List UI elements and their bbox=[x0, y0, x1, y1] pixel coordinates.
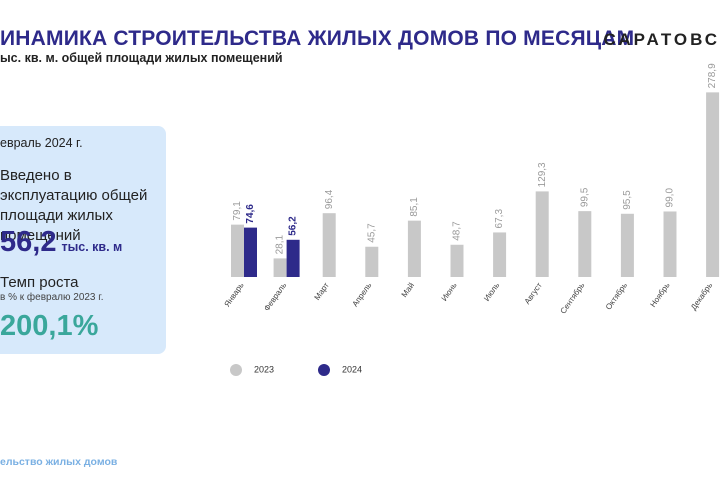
data-label-2023-12: 278,9 bbox=[707, 63, 718, 88]
bar-2023-2 bbox=[273, 258, 287, 277]
legend-swatch-2023 bbox=[230, 364, 242, 376]
growth-value: 200,1% bbox=[0, 310, 99, 342]
legend-swatch-2024 bbox=[318, 364, 330, 376]
x-tick-label-9: Сентябрь bbox=[559, 281, 587, 316]
growth-label: Темп роста bbox=[0, 274, 79, 291]
data-label-2023-6: 48,7 bbox=[452, 221, 463, 241]
growth-note: в % к февралю 2023 г. bbox=[0, 292, 104, 303]
bar-2024-2 bbox=[286, 239, 300, 277]
legend-item-2023[interactable]: 2023 bbox=[230, 364, 274, 376]
bar-2023-12 bbox=[706, 92, 720, 278]
data-label-2023-11: 99,0 bbox=[665, 188, 676, 208]
bar-2023-4 bbox=[365, 246, 379, 277]
page-subtitle: ыс. кв. м. общей площади жилых помещений bbox=[0, 51, 283, 65]
data-label-2023-7: 67,3 bbox=[494, 209, 505, 229]
bar-2023-8 bbox=[535, 191, 549, 277]
data-label-2024-2: 56,2 bbox=[288, 216, 299, 236]
bar-2023-1 bbox=[231, 224, 244, 277]
x-tick-label-5: Май bbox=[400, 281, 416, 299]
x-tick-label-8: Август bbox=[523, 281, 544, 306]
bar-2023-11 bbox=[663, 211, 677, 277]
data-label-2023-9: 99,5 bbox=[579, 187, 590, 207]
summary-card: евраль 2024 г. Введено в эксплуатацию об… bbox=[0, 126, 166, 354]
card-value: 56,2 bbox=[0, 226, 57, 258]
x-tick-label-4: Апрель bbox=[350, 281, 373, 308]
bar-2024-1 bbox=[244, 227, 257, 277]
card-unit: тыс. кв. м bbox=[61, 240, 123, 254]
page-title: ИНАМИКА СТРОИТЕЛЬСТВА ЖИЛЫХ ДОМОВ ПО МЕС… bbox=[0, 27, 635, 50]
brand-logo-text: САРАТОВС bbox=[603, 30, 720, 49]
card-value-row: 56,2 тыс. кв. м bbox=[0, 226, 122, 259]
data-label-2023-8: 129,3 bbox=[537, 162, 548, 187]
legend-label-2024: 2024 bbox=[342, 364, 363, 375]
card-description: Введено в эксплуатацию общей площади жил… bbox=[0, 167, 148, 244]
x-tick-label-1: Январь bbox=[223, 281, 246, 309]
data-label-2023-1: 79,1 bbox=[232, 201, 243, 221]
data-label-2023-5: 85,1 bbox=[409, 197, 420, 217]
bar-2023-5 bbox=[407, 220, 421, 277]
footer-caption: ельство жилых домов bbox=[0, 456, 118, 468]
bar-2023-3 bbox=[322, 213, 336, 277]
data-label-2024-1: 74,6 bbox=[245, 204, 256, 224]
legend-label-2023: 2023 bbox=[254, 364, 275, 375]
card-period: евраль 2024 г. bbox=[0, 136, 83, 150]
data-label-2023-4: 45,7 bbox=[366, 223, 377, 243]
data-label-2023-10: 95,5 bbox=[622, 190, 633, 210]
bar-2023-10 bbox=[620, 213, 634, 277]
bar-2023-6 bbox=[450, 244, 464, 277]
x-tick-label-11: Ноябрь bbox=[648, 281, 671, 309]
data-label-2023-3: 96,4 bbox=[324, 189, 335, 209]
x-tick-label-10: Октябрь bbox=[604, 281, 629, 312]
data-label-2023-2: 28,1 bbox=[275, 234, 286, 254]
legend-item-2024[interactable]: 2024 bbox=[318, 364, 362, 376]
bar-2023-9 bbox=[578, 211, 592, 277]
bar-chart: 79,1 74,6 Январь 28,156,2 Февраль 96,4 Март 45,… bbox=[223, 63, 720, 316]
x-tick-label-6: Июнь bbox=[440, 281, 459, 303]
x-tick-label-3: Март bbox=[312, 281, 331, 302]
bar-2023-7 bbox=[493, 232, 507, 277]
x-tick-label-2: Февраль bbox=[262, 281, 288, 313]
x-tick-label-7: Июль bbox=[482, 281, 501, 303]
x-tick-label-12: Декабрь bbox=[689, 281, 714, 312]
